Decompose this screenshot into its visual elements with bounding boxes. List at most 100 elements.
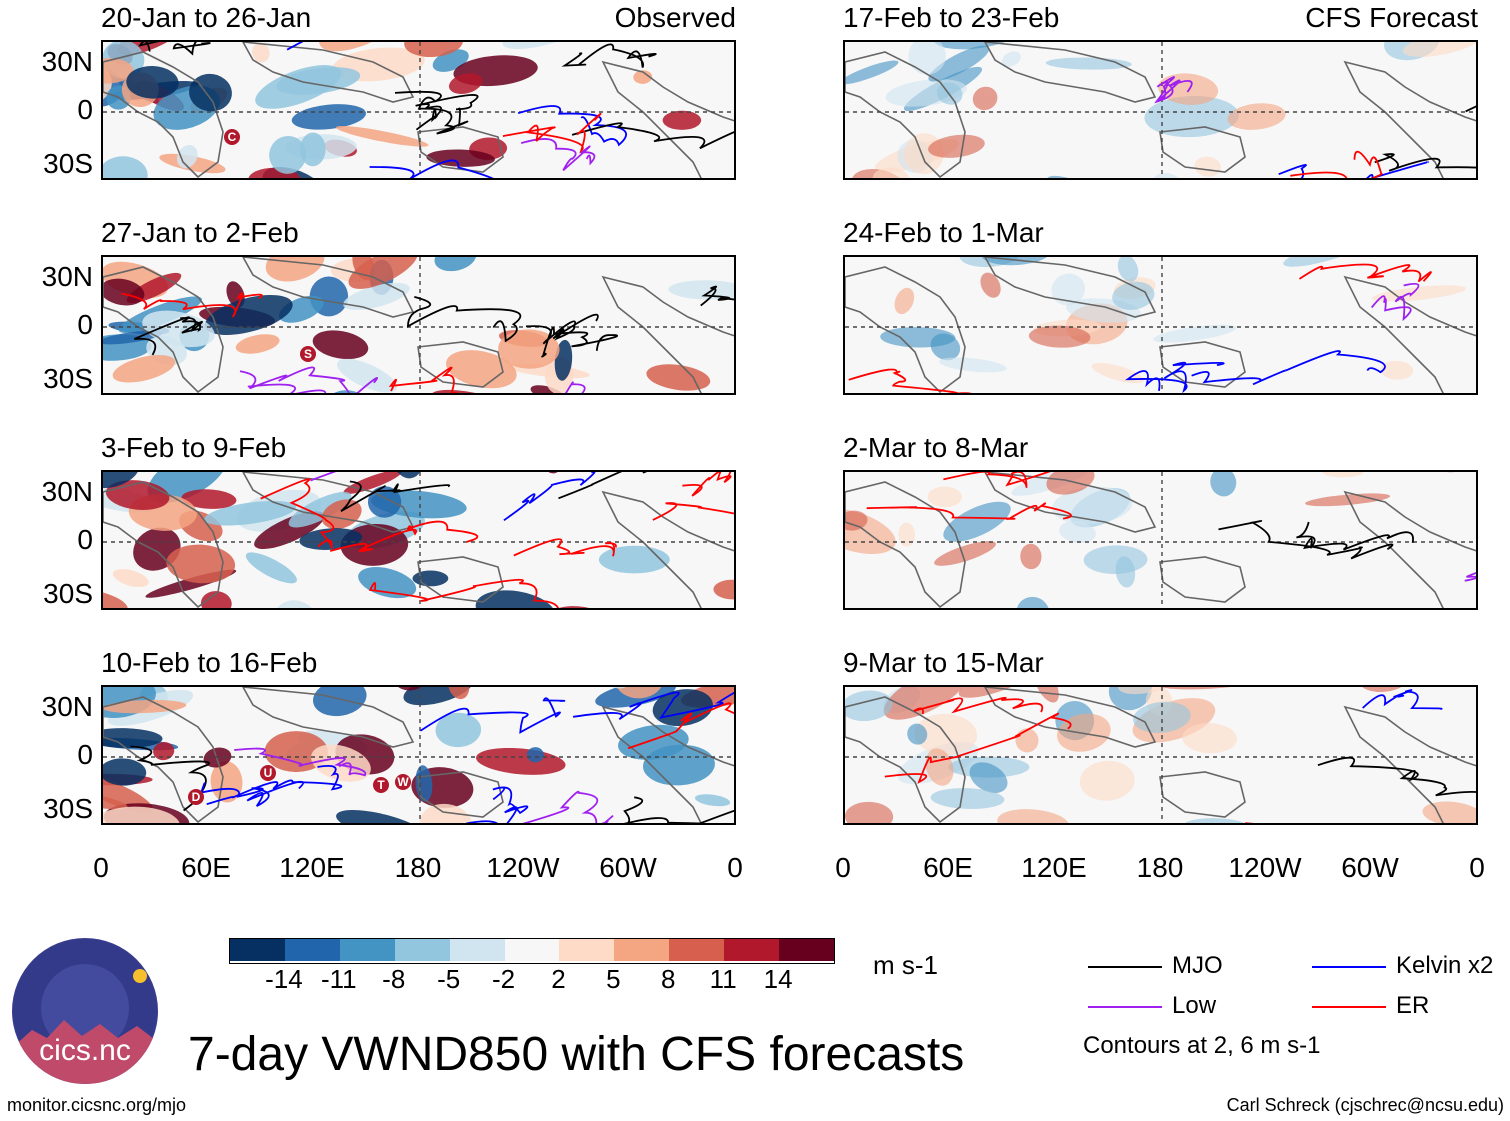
coastline — [417, 771, 504, 818]
anomaly-shade — [103, 472, 140, 489]
contour-line — [541, 326, 618, 358]
contour-line — [1362, 689, 1443, 710]
anomaly-shade — [1227, 103, 1286, 130]
anomaly-shade — [103, 790, 128, 810]
map-panel — [843, 255, 1478, 395]
anomaly-shade — [1059, 521, 1096, 543]
footer-credit: Carl Schreck (cjschrec@ncsu.edu) — [1226, 1095, 1504, 1115]
lat-label: 30N — [41, 261, 93, 292]
colorbar-tick: 2 — [551, 964, 566, 994]
contour-line — [388, 366, 459, 393]
coastline — [845, 481, 966, 608]
legend-label: Kelvin x2 — [1396, 952, 1494, 979]
anomaly-shade — [126, 66, 179, 99]
contour-line — [517, 105, 627, 147]
colorbar-cell — [449, 939, 506, 961]
contour-line — [1465, 105, 1476, 113]
colorbar — [229, 938, 835, 964]
coastline — [103, 696, 224, 823]
storm-label: D — [188, 789, 204, 805]
anomaly-shade — [153, 742, 175, 761]
contour-line — [513, 538, 617, 557]
anomaly-shade — [1371, 285, 1467, 302]
anomaly-shade — [103, 278, 145, 306]
anomaly-shade — [845, 508, 896, 555]
storm-label: T — [373, 777, 389, 793]
anomaly-shade — [646, 364, 711, 391]
anomaly-shade — [103, 728, 163, 748]
panel-source-label: Observed — [614, 2, 736, 33]
anomaly-shade — [930, 788, 1005, 810]
contour-line — [682, 472, 732, 497]
contour-line — [571, 122, 734, 150]
lon-label: 0 — [1469, 852, 1485, 883]
panel-title: 24-Feb to 1-Mar — [843, 217, 1044, 248]
legend-swatch — [1088, 1006, 1162, 1008]
anomaly-shade — [498, 329, 560, 369]
lon-label: 60W — [599, 852, 657, 883]
anomaly-shade — [245, 552, 297, 584]
storm-label: U — [260, 765, 276, 781]
cics-logo: cics.nc — [12, 938, 158, 1084]
contour-line — [1245, 822, 1254, 823]
anomaly-shade — [348, 257, 418, 289]
contour-line — [1154, 76, 1193, 104]
panel-title: 2-Mar to 8-Mar — [843, 432, 1029, 463]
anomaly-shade — [1428, 472, 1474, 473]
coastline — [242, 42, 415, 103]
anomaly-shade — [1402, 42, 1476, 57]
anomaly-shade — [713, 579, 734, 600]
anomaly-shade — [1422, 801, 1476, 823]
anomaly-shade — [1046, 175, 1095, 178]
anomaly-shade — [928, 134, 985, 158]
anomaly-shade — [103, 806, 180, 823]
contour-line — [623, 796, 734, 823]
anomaly-shade — [166, 544, 236, 584]
lon-label: 180 — [1136, 852, 1184, 883]
lon-label: 60E — [181, 852, 231, 883]
anomaly-shade — [313, 687, 367, 717]
anomaly-shade — [1194, 156, 1222, 177]
panel-source-label: CFS Forecast — [1305, 2, 1478, 33]
colorbar-cell — [614, 939, 671, 961]
anomaly-shade — [142, 310, 215, 348]
anomaly-shade — [291, 104, 366, 130]
anomaly-shade — [936, 82, 963, 105]
map-panel — [843, 685, 1478, 825]
lon-label: 120E — [1021, 852, 1087, 883]
coastline — [242, 687, 415, 748]
coastline — [1159, 556, 1246, 603]
legend-swatch — [1088, 966, 1162, 968]
storm-label: S — [300, 346, 316, 362]
anomaly-shade — [544, 257, 595, 261]
coastline — [103, 481, 224, 608]
coastline — [984, 42, 1157, 103]
anomaly-shade — [1182, 723, 1238, 754]
anomaly-shade — [176, 145, 198, 169]
anomaly-shade — [112, 354, 176, 383]
map-panel — [101, 40, 736, 180]
anomaly-shade — [300, 132, 326, 167]
contour-line — [239, 366, 378, 393]
lat-label: 30S — [43, 578, 93, 609]
lon-label: 180 — [394, 852, 442, 883]
panel-title: 17-Feb to 23-Feb — [843, 2, 1060, 33]
anomaly-shade — [1020, 543, 1042, 570]
anomaly-shade — [1153, 324, 1237, 343]
anomaly-shade — [1016, 596, 1050, 608]
anomaly-shade — [880, 327, 956, 348]
lat-label: 0 — [77, 739, 93, 770]
colorbar-tick: -2 — [491, 964, 516, 994]
anomaly-shade — [434, 257, 477, 272]
anomaly-shade — [626, 392, 660, 395]
coastline — [103, 51, 224, 178]
coastline — [984, 257, 1157, 318]
colorbar-cell — [559, 939, 616, 961]
contour-line — [700, 285, 734, 307]
contour-line — [406, 296, 522, 343]
coastline — [1159, 771, 1246, 818]
anomaly-shade — [1091, 362, 1144, 384]
panel-title: 20-Jan to 26-Jan — [101, 2, 312, 33]
contour-line — [1278, 161, 1429, 178]
map-panel — [843, 40, 1478, 180]
